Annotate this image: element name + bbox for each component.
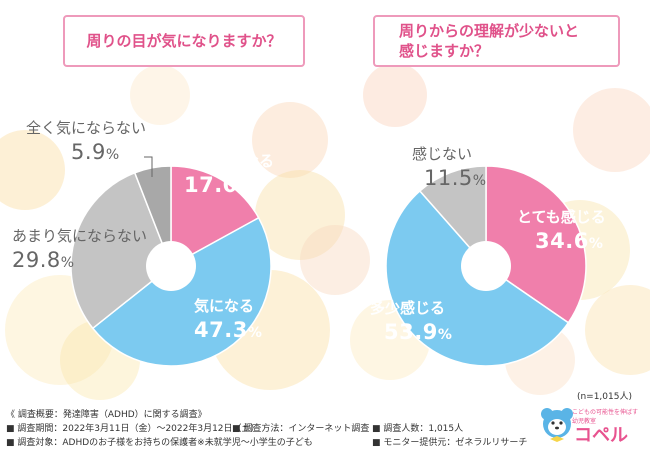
footer-survey-count: ■ 調査人数：1,015人 bbox=[372, 424, 464, 434]
footer-survey-target: ■ 調査対象：ADHDのお子様をお持ちの保護者※未就学児〜小学生の子ども bbox=[6, 438, 313, 448]
chart2-slice-2 bbox=[418, 165, 487, 268]
footer-survey-period: ■ 調査期間：2022年3月11日（金）〜2022年3月12日（土） bbox=[6, 424, 260, 434]
footer-survey-overview: 《 調査概要：発達障害（ADHD）に関する調査》 bbox=[6, 410, 207, 420]
copel-logo: こどもの可能性を伸ばす 幼児教室 コペル bbox=[540, 405, 640, 446]
chart2-center-hole bbox=[461, 241, 511, 291]
logo-brand: コペル bbox=[574, 425, 628, 446]
chart1-slice-1 bbox=[91, 216, 272, 367]
footer-survey-provider: ■ モニター提供元：ゼネラルリサーチ bbox=[372, 438, 528, 448]
chart2-title-line1: 周りからの理解が少ないと bbox=[399, 21, 580, 40]
chart2-title-line2: 感じますか？ bbox=[399, 42, 490, 60]
footer-survey-method: ■ 調査方法：インターネット調査 bbox=[232, 424, 370, 434]
chart2-label-somewhat: 多少感じる 53.9% bbox=[370, 299, 453, 344]
bear-mascot-icon bbox=[541, 408, 573, 442]
chart1-center-hole bbox=[146, 241, 196, 291]
chart1-slice-0 bbox=[170, 165, 260, 268]
chart2-label-very: とても感じる 34.6% bbox=[517, 208, 606, 253]
chart1-title-box: 周りの目が気になりますか？ bbox=[63, 15, 305, 67]
chart2-title-box: 周りからの理解が少ないと 感じますか？ bbox=[373, 15, 620, 67]
chart1-label-not-at-all: 全く気にならない 5.9% bbox=[26, 119, 147, 164]
chart1-slice-2 bbox=[70, 171, 172, 330]
chart1-slice-3 bbox=[133, 165, 172, 267]
logo-tagline: こどもの可能性を伸ばす 幼児教室 bbox=[572, 409, 639, 425]
chart2-label-not-feel: 感じない 11.5% bbox=[412, 145, 487, 190]
sample-size-note: (n=1,015人) bbox=[576, 392, 632, 402]
chart1-title: 周りの目が気になりますか？ bbox=[86, 31, 282, 50]
chart2-slice-0 bbox=[485, 165, 587, 324]
chart1-label-always: 常に気になる 17.0% bbox=[184, 152, 275, 197]
chart1-label-concerned: 気になる 47.3% bbox=[194, 297, 263, 342]
chart1-label-not-much: あまり気にならない 29.8% bbox=[12, 227, 148, 272]
